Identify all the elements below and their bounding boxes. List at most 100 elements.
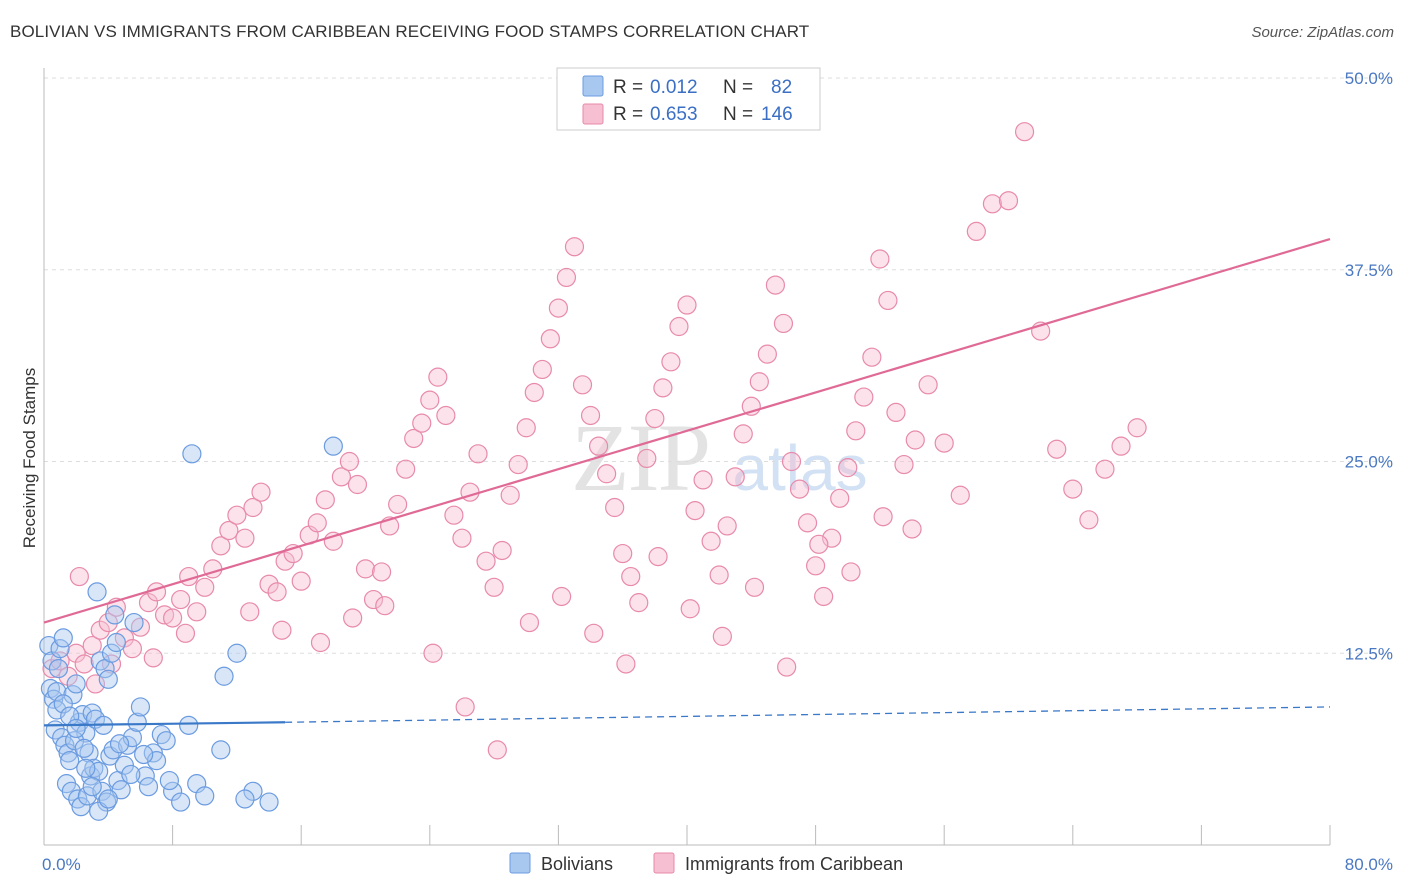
bolivian-point-44 [130,697,151,717]
bolivian-point-81 [235,789,255,809]
x-tick-labels: 0.0% 80.0% [42,855,1393,874]
caribbean-point-22 [219,520,239,541]
y-tick-labels: 12.5% 25.0% 37.5% 50.0% [1345,69,1393,663]
caribbean-point-114 [1014,122,1035,142]
caribbean-point-40 [363,589,384,610]
bottom-legend-swatch-caribbean [653,852,675,874]
caribbean-point-33 [307,513,327,533]
caribbean-point-138 [616,654,636,674]
caribbean-point-91 [773,313,794,334]
caribbean-point-4 [74,654,94,674]
bolivian-point-80 [159,770,179,791]
caribbean-point-116 [1047,439,1067,459]
series-caribbean-points [42,122,1147,760]
caribbean-point-7 [98,612,118,633]
caribbean-point-144 [809,534,829,554]
caribbean-point-77 [661,352,681,372]
caribbean-point-15 [163,608,183,628]
caribbean-point-130 [343,608,363,628]
legend-r-label-1: R = [613,77,643,98]
caribbean-point-85 [725,467,745,487]
caribbean-point-110 [950,485,970,505]
caribbean-point-98 [830,488,850,508]
caribbean-point-75 [645,408,665,429]
caribbean-point-6 [90,620,110,640]
caribbean-point-46 [412,413,432,433]
caribbean-point-24 [235,528,255,548]
legend-swatch-blue [582,75,604,97]
caribbean-point-34 [315,490,335,510]
caribbean-point-120 [1111,436,1131,456]
caribbean-point-69 [597,464,617,484]
caribbean-point-63 [548,298,569,318]
caribbean-point-81 [693,470,713,490]
caribbean-point-72 [621,566,641,587]
caribbean-point-53 [468,444,488,464]
caribbean-point-36 [331,467,351,487]
caribbean-point-16 [171,589,191,610]
caribbean-point-125 [143,648,163,668]
caribbean-point-84 [717,516,737,536]
caribbean-point-96 [814,586,834,607]
bolivian-point-56 [211,740,231,760]
caribbean-point-135 [519,612,540,633]
caribbean-point-67 [580,405,601,426]
caribbean-point-136 [552,586,572,607]
caribbean-point-129 [310,632,331,653]
caribbean-point-0 [42,658,62,679]
caribbean-point-141 [712,626,732,646]
caribbean-point-123 [85,674,106,694]
bolivian-point-3 [44,689,64,709]
legend-n-value-1: 82 [771,77,792,98]
bolivian-point-10 [55,735,75,755]
caribbean-point-95 [805,556,826,576]
caribbean-point-89 [757,344,777,364]
caribbean-point-104 [878,290,898,311]
caribbean-point-60 [524,382,544,403]
caribbean-point-2 [58,666,78,686]
caribbean-point-146 [873,507,893,527]
bolivian-point-59 [243,781,263,801]
caribbean-point-23 [227,505,247,525]
caribbean-point-38 [347,474,368,495]
caribbean-point-5 [82,635,102,656]
bolivian-point-63 [124,612,144,633]
caribbean-point-126 [175,623,196,643]
caribbean-point-137 [584,623,604,643]
caribbean-point-142 [744,577,765,597]
caribbean-point-70 [605,497,625,518]
caribbean-point-21 [211,536,231,556]
series-bolivians-points [39,436,343,821]
bolivian-point-43 [127,712,147,732]
bolivian-point-53 [179,715,199,735]
caribbean-point-41 [371,562,392,582]
caribbean-point-133 [455,697,475,717]
chart-source: Source: ZipAtlas.com [1251,24,1394,41]
correlation-legend: R = 0.012 N = 82 R = 0.653 N = 146 [556,67,821,131]
bolivian-point-79 [134,744,154,765]
caribbean-point-61 [532,359,552,380]
caribbean-point-102 [862,347,882,367]
y-tick-label-1: 25.0% [1345,453,1393,472]
caribbean-point-131 [375,596,395,616]
caribbean-point-99 [838,458,858,478]
caribbean-point-65 [564,237,585,257]
caribbean-point-56 [492,540,512,561]
caribbean-point-118 [1079,510,1099,530]
bolivian-point-50 [156,731,176,751]
bolivian-point-61 [87,582,107,602]
caribbean-point-103 [870,249,890,269]
caribbean-point-119 [1095,459,1115,479]
bolivians-trendline [43,721,286,727]
chart-title: BOLIVIAN VS IMMIGRANTS FROM CARIBBEAN RE… [10,22,810,41]
caribbean-point-80 [685,500,705,521]
caribbean-point-90 [765,275,786,295]
bolivian-point-77 [98,789,118,809]
caribbean-point-100 [846,421,866,441]
series-legend: Bolivians Immigrants from Caribbean [509,852,903,874]
bottom-legend-label-caribbean: Immigrants from Caribbean [685,854,903,874]
legend-n-label-2: N = [723,104,753,125]
caribbean-point-76 [653,378,673,398]
bolivian-point-25 [106,632,126,653]
